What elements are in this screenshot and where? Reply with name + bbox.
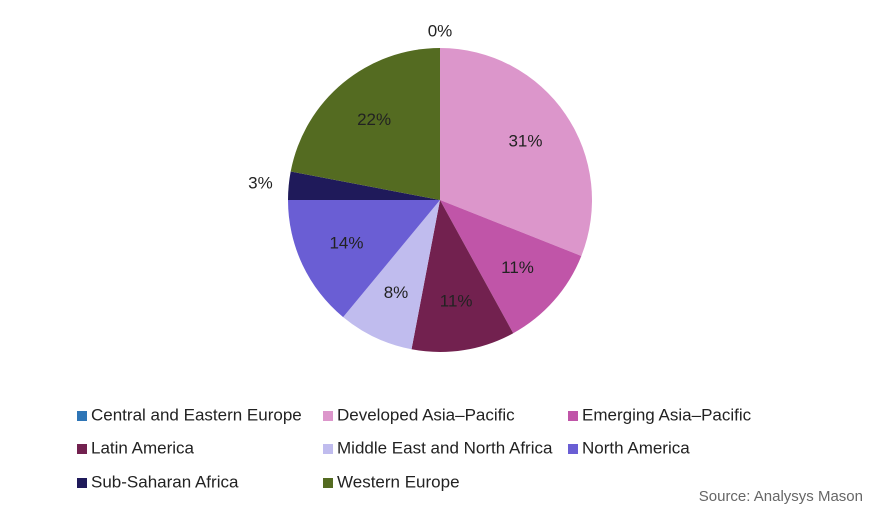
legend-swatch [77, 478, 87, 488]
legend-swatch [323, 411, 333, 421]
data-label: 3% [248, 174, 273, 193]
pie-slice [343, 200, 440, 350]
data-label: 22% [357, 110, 391, 129]
pie-slice [290, 48, 440, 200]
legend-label: Latin America [91, 438, 195, 457]
legend-label: Western Europe [337, 472, 460, 491]
legend-label: Middle East and North Africa [337, 438, 553, 457]
legend-swatch [77, 411, 87, 421]
legend-label: Developed Asia–Pacific [337, 405, 515, 424]
pie-slice [288, 200, 440, 318]
pie-slice [288, 171, 440, 200]
data-label: 8% [384, 283, 409, 302]
legend-swatch [323, 444, 333, 454]
data-label: 11% [440, 292, 473, 311]
source-note: Source: Analysys Mason [699, 488, 863, 505]
legend-swatch [77, 444, 87, 454]
pie-slice [440, 200, 582, 334]
data-label: 0% [428, 21, 453, 40]
legend-label: Central and Eastern Europe [91, 405, 302, 424]
data-label: 31% [508, 131, 542, 150]
pie-slice [411, 200, 514, 352]
legend-swatch [568, 444, 578, 454]
legend-label: North America [582, 438, 690, 457]
legend-label: Sub-Saharan Africa [91, 472, 239, 491]
legend-label: Emerging Asia–Pacific [582, 405, 752, 424]
legend-swatch [323, 478, 333, 488]
data-label: 14% [329, 233, 363, 252]
legend-swatch [568, 411, 578, 421]
pie-slice [440, 48, 593, 256]
data-label: 11% [501, 258, 534, 277]
